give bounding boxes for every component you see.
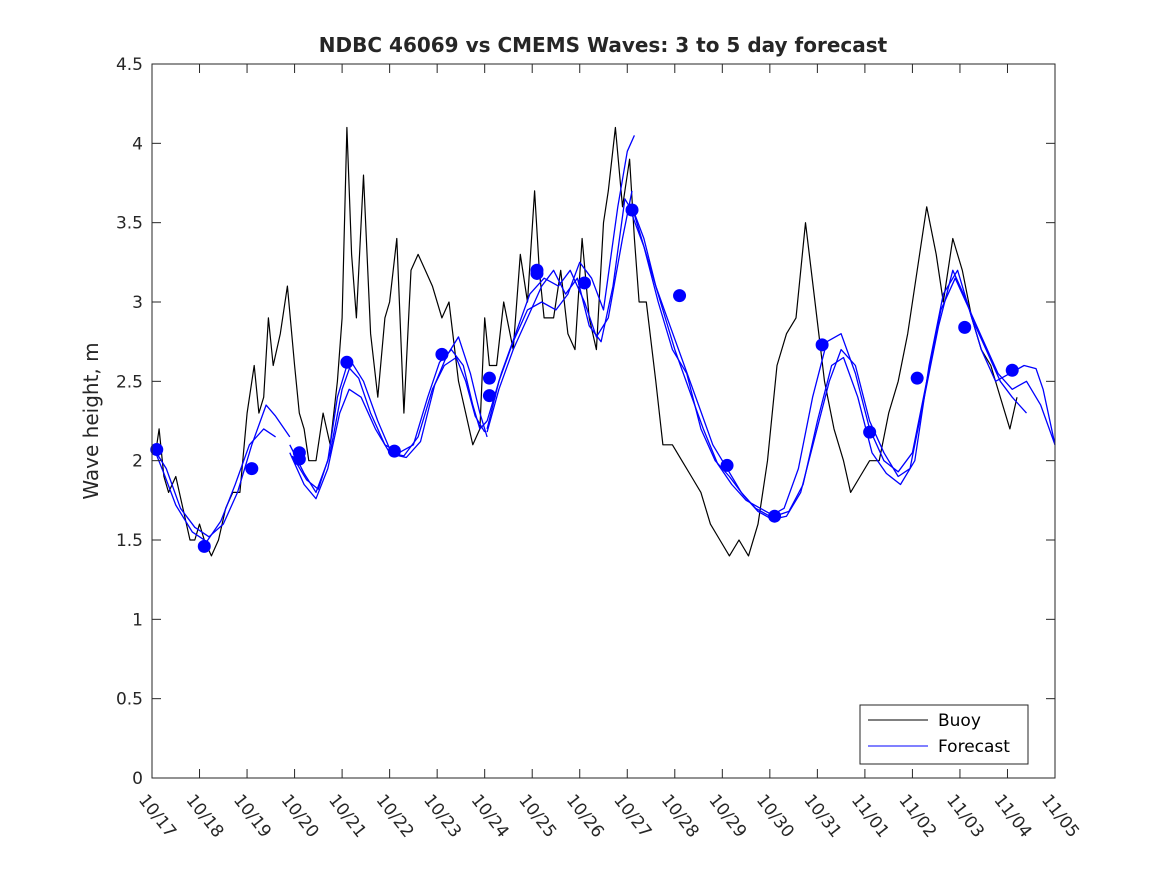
chart-title: NDBC 46069 vs CMEMS Waves: 3 to 5 day fo… [319,33,888,57]
y-tick-label: 0 [132,769,143,789]
forecast-marker [530,263,544,277]
forecast-marker [577,276,591,290]
forecast-marker [815,338,829,352]
y-tick-label: 1 [132,610,143,630]
y-axis-label: Wave height, m [79,342,103,499]
forecast-marker [1005,363,1019,377]
y-tick-label: 0.5 [116,690,143,710]
legend: Buoy Forecast [859,704,1029,765]
forecast-marker [435,347,449,361]
forecast-marker [910,371,924,385]
forecast-marker [768,509,782,523]
forecast-line [631,206,1056,517]
forecast-line [153,428,276,543]
y-tick-label: 1.5 [116,531,143,551]
y-tick-label: 4.5 [116,55,143,75]
forecast-line [486,190,633,422]
legend-forecast-label: Forecast [938,737,1010,757]
forecast-marker [292,452,306,466]
forecast-marker [482,389,496,403]
forecast-marker [863,425,877,439]
y-tick-label: 3.5 [116,214,143,234]
plot-area [150,126,1056,557]
forecast-line [486,198,635,433]
forecast-marker [673,289,687,303]
legend-box [859,704,1029,765]
forecast-marker [387,444,401,458]
forecast-marker [150,443,164,457]
axes-box [151,63,1056,779]
forecast-marker [720,458,734,472]
forecast-line [631,206,1027,517]
y-tick-label: 2.5 [116,372,143,392]
forecast-line [153,404,291,538]
forecast-marker [958,320,972,334]
y-tick-label: 2 [132,452,143,472]
forecast-marker [340,355,354,369]
y-tick-label: 4 [132,134,143,154]
forecast-marker [482,371,496,385]
y-tick-label: 3 [132,293,143,313]
legend-buoy-label: Buoy [938,711,981,731]
forecast-marker [625,203,639,217]
forecast-marker [197,539,211,553]
forecast-line [631,214,1056,521]
forecast-marker [245,462,259,476]
